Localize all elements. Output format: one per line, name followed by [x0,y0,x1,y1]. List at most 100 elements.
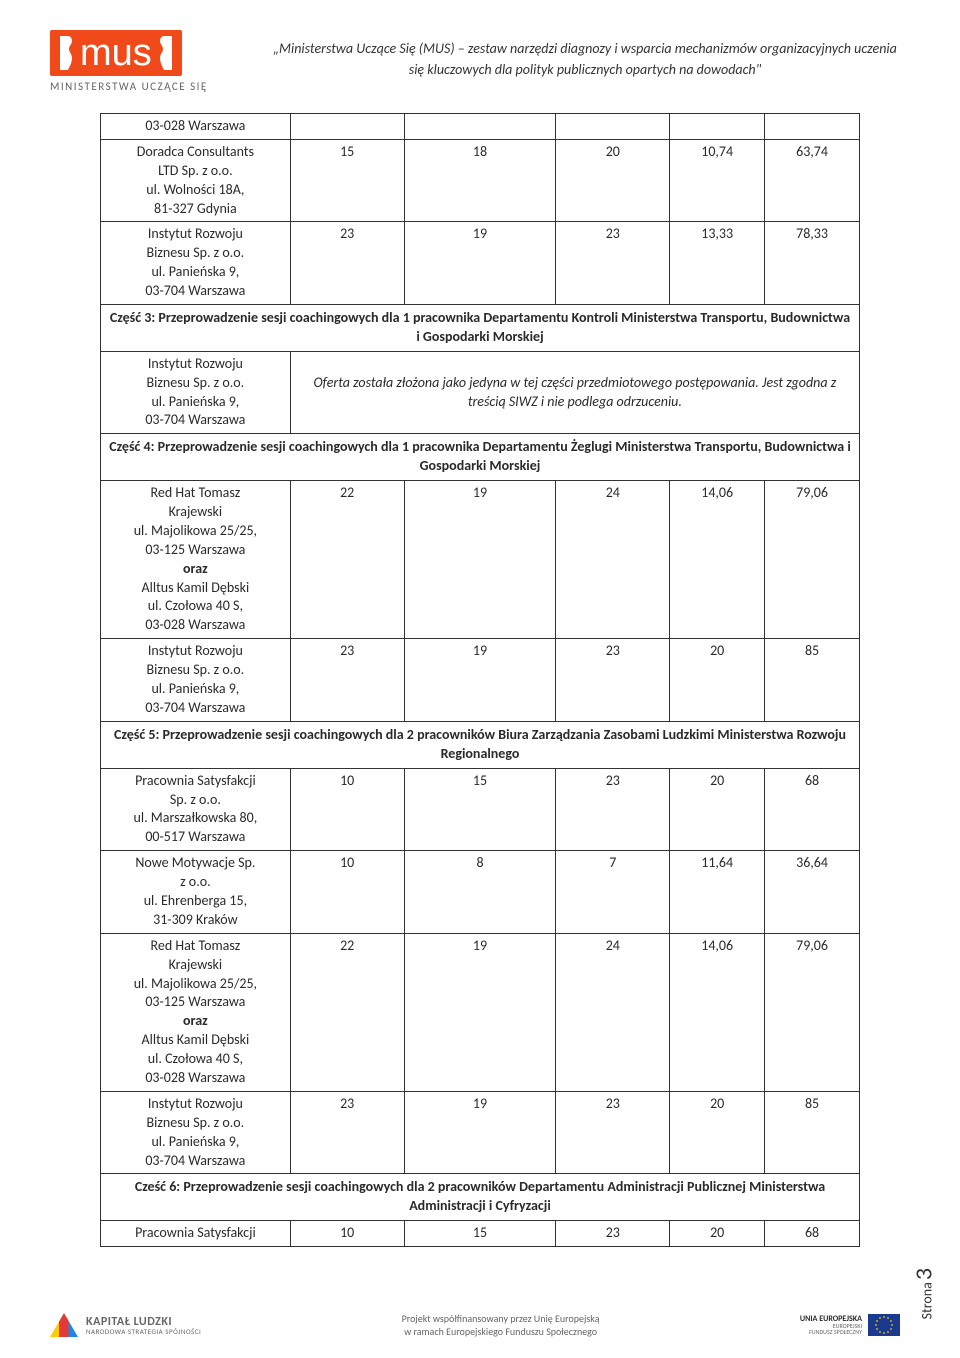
value-cell: 19 [404,1091,556,1174]
value-cell: 18 [404,139,556,222]
value-cell: 10 [290,768,404,851]
bidder-cell: Instytut RozwojuBiznesu Sp. z o.o.ul. Pa… [101,222,291,305]
table-row: Część 5: Przeprowadzenie sesji coachingo… [101,721,860,768]
table-row: Pracownia SatysfakcjiSp. z o.o.ul. Marsz… [101,768,860,851]
value-cell: 7 [556,851,670,934]
value-cell: 22 [290,481,404,639]
bidder-cell: Instytut RozwojuBiznesu Sp. z o.o.ul. Pa… [101,351,291,434]
table-row: Red Hat TomaszKrajewskiul. Majolikowa 25… [101,933,860,1091]
value-cell: 20 [670,1091,765,1174]
value-cell: 11,64 [670,851,765,934]
eu-flag-icon [868,1314,900,1336]
value-cell: 19 [404,933,556,1091]
value-cell: 23 [556,1091,670,1174]
footer-center-line2: w ramach Europejskiego Funduszu Społeczn… [402,1325,600,1338]
logo-badge: mus [50,30,182,76]
value-cell: 20 [556,139,670,222]
section-header: Cześć 6: Przeprowadzenie sesji coachingo… [101,1174,860,1221]
table-row: Doradca ConsultantsLTD Sp. z o.o.ul. Wol… [101,139,860,222]
value-cell [404,114,556,140]
content: 03-028 WarszawaDoradca ConsultantsLTD Sp… [0,103,960,1247]
value-cell: 22 [290,933,404,1091]
table-row: Instytut RozwojuBiznesu Sp. z o.o.ul. Pa… [101,639,860,722]
bidder-cell: Red Hat TomaszKrajewskiul. Majolikowa 25… [101,481,291,639]
value-cell: 79,06 [765,933,860,1091]
section-header: Część 4: Przeprowadzenie sesji coachingo… [101,434,860,481]
value-cell [765,114,860,140]
bidder-cell: Pracownia SatysfakcjiSp. z o.o.ul. Marsz… [101,768,291,851]
value-cell: 79,06 [765,481,860,639]
value-cell: 68 [765,1221,860,1247]
logo-word: mus [80,34,152,72]
footer-left: KAPITAŁ LUDZKI NARODOWA STRATEGIA SPÓJNO… [50,1313,201,1337]
profile-left-icon [60,36,74,70]
header-caption: „Ministerstwa Uczące Się (MUS) – zestaw … [270,30,900,80]
value-cell: 23 [290,639,404,722]
value-cell: 36,64 [765,851,860,934]
bidder-cell: Doradca ConsultantsLTD Sp. z o.o.ul. Wol… [101,139,291,222]
bidder-cell: Instytut RozwojuBiznesu Sp. z o.o.ul. Pa… [101,639,291,722]
value-cell: 85 [765,639,860,722]
table-row: Nowe Motywacje Sp.z o.o.ul. Ehrenberga 1… [101,851,860,934]
kl-icon [50,1313,78,1337]
footer-center: Projekt współfinansowany przez Unię Euro… [402,1312,600,1338]
value-cell: 24 [556,933,670,1091]
value-cell: 14,06 [670,481,765,639]
value-cell: 20 [670,1221,765,1247]
footer-center-line1: Projekt współfinansowany przez Unię Euro… [402,1312,600,1325]
value-cell: 23 [290,222,404,305]
footer-left-sub: NARODOWA STRATEGIA SPÓJNOŚCI [86,1328,201,1335]
value-cell: 10,74 [670,139,765,222]
value-cell: 23 [556,639,670,722]
bidder-cell: 03-028 Warszawa [101,114,291,140]
logo-block: mus MINISTERSTWA UCZĄCE SIĘ [50,30,250,93]
logo-subtext: MINISTERSTWA UCZĄCE SIĘ [50,80,208,93]
value-cell: 20 [670,639,765,722]
table-row: Instytut RozwojuBiznesu Sp. z o.o.ul. Pa… [101,351,860,434]
main-table: 03-028 WarszawaDoradca ConsultantsLTD Sp… [100,113,860,1247]
footer-right-text: UNIA EUROPEJSKA EUROPEJSKI FUNDUSZ SPOŁE… [800,1315,862,1335]
table-row: Pracownia Satysfakcji1015232068 [101,1221,860,1247]
value-cell: 10 [290,851,404,934]
value-cell: 20 [670,768,765,851]
page-number: 3 [909,1268,938,1280]
value-cell: 19 [404,639,556,722]
bidder-cell: Pracownia Satysfakcji [101,1221,291,1247]
value-cell: 15 [404,1221,556,1247]
value-cell: 15 [404,768,556,851]
value-cell: 8 [404,851,556,934]
table-row: Red Hat TomaszKrajewskiul. Majolikowa 25… [101,481,860,639]
page: mus MINISTERSTWA UCZĄCE SIĘ „Ministerstw… [0,0,960,1358]
footer-left-title: KAPITAŁ LUDZKI [86,1316,201,1328]
footer-left-text: KAPITAŁ LUDZKI NARODOWA STRATEGIA SPÓJNO… [86,1316,201,1335]
value-cell: 24 [556,481,670,639]
footer-right-sub2: FUNDUSZ SPOŁECZNY [800,1329,862,1335]
header: mus MINISTERSTWA UCZĄCE SIĘ „Ministerstw… [0,0,960,103]
value-cell: 13,33 [670,222,765,305]
table-row: Część 3: Przeprowadzenie sesji coachingo… [101,305,860,352]
bidder-cell: Nowe Motywacje Sp.z o.o.ul. Ehrenberga 1… [101,851,291,934]
value-cell: 23 [290,1091,404,1174]
profile-right-icon [158,36,172,70]
value-cell [670,114,765,140]
value-cell: 68 [765,768,860,851]
value-cell [290,114,404,140]
bidder-cell: Instytut RozwojuBiznesu Sp. z o.o.ul. Pa… [101,1091,291,1174]
bidder-cell: Red Hat TomaszKrajewskiul. Majolikowa 25… [101,933,291,1091]
table-row: Część 4: Przeprowadzenie sesji coachingo… [101,434,860,481]
table-row: 03-028 Warszawa [101,114,860,140]
value-cell: 23 [556,222,670,305]
value-cell: 15 [290,139,404,222]
value-cell [556,114,670,140]
value-cell: 85 [765,1091,860,1174]
value-cell: 14,06 [670,933,765,1091]
value-cell: 78,33 [765,222,860,305]
offer-note: Oferta została złożona jako jedyna w tej… [290,351,859,434]
footer: KAPITAŁ LUDZKI NARODOWA STRATEGIA SPÓJNO… [0,1312,960,1338]
table-row: Cześć 6: Przeprowadzenie sesji coachingo… [101,1174,860,1221]
value-cell: 19 [404,222,556,305]
table-row: Instytut RozwojuBiznesu Sp. z o.o.ul. Pa… [101,222,860,305]
section-header: Część 3: Przeprowadzenie sesji coachingo… [101,305,860,352]
value-cell: 10 [290,1221,404,1247]
value-cell: 23 [556,1221,670,1247]
